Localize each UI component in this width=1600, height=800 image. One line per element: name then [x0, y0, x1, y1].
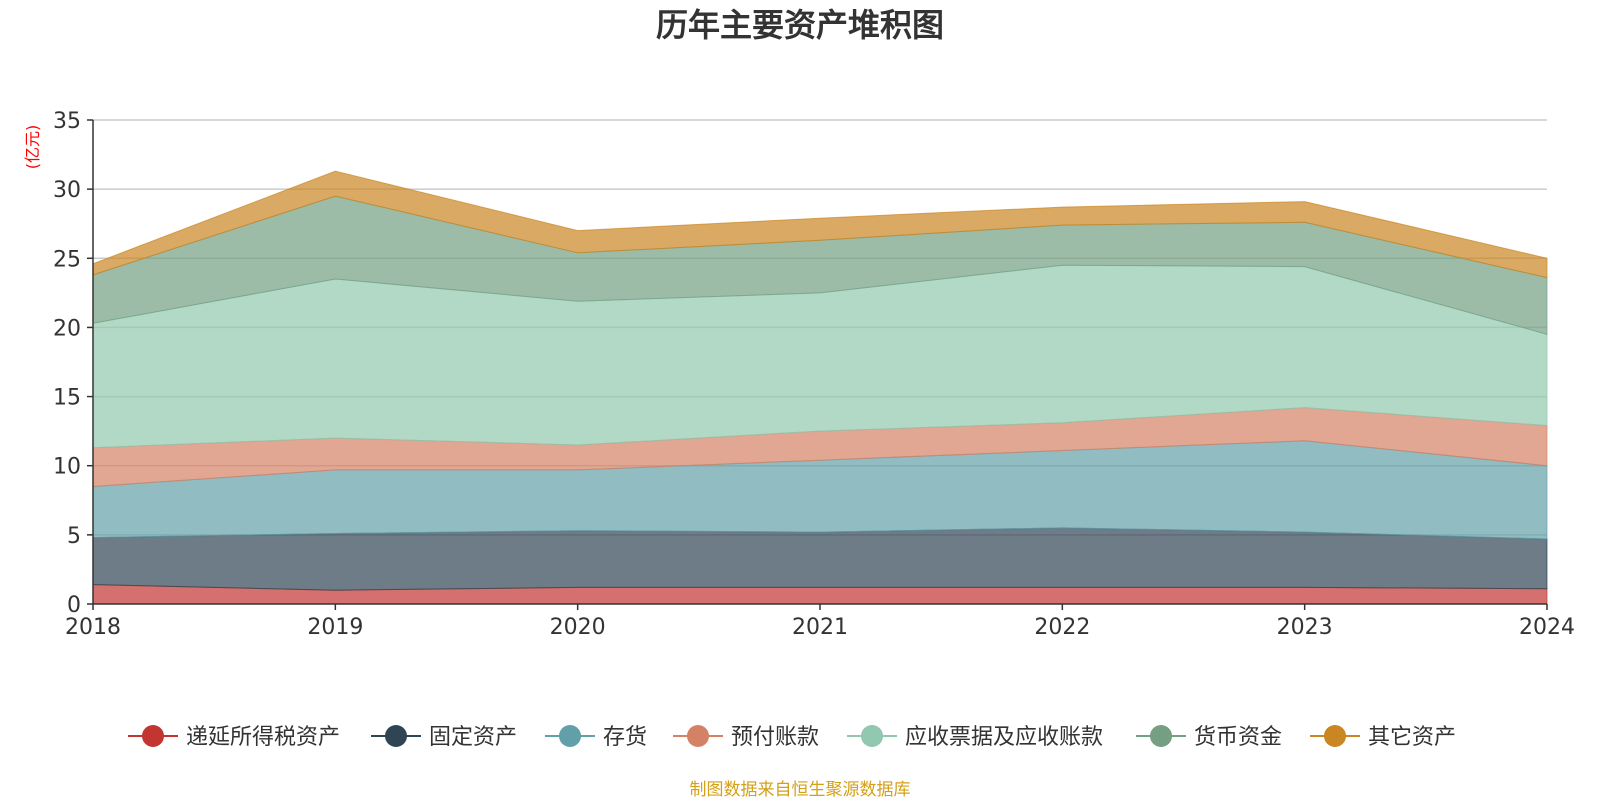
chart-title: 历年主要资产堆积图 — [656, 6, 944, 44]
legend-circle-marker — [861, 725, 883, 747]
x-tick-label: 2019 — [307, 615, 363, 640]
legend-item-6[interactable]: 其它资产 — [1310, 725, 1456, 750]
legend-label: 固定资产 — [429, 725, 517, 750]
area-series-1 — [92, 527, 1548, 591]
y-tick-label: 30 — [53, 178, 81, 203]
y-tick-label: 15 — [53, 386, 81, 411]
legend-circle-marker — [1150, 725, 1172, 747]
y-tick-label: 20 — [53, 316, 81, 341]
legend-circle-marker — [142, 725, 164, 747]
legend-item-1[interactable]: 固定资产 — [371, 725, 517, 750]
legend-item-0[interactable]: 递延所得税资产 — [128, 725, 340, 750]
legend-item-2[interactable]: 存货 — [545, 725, 647, 750]
legend-circle-marker — [687, 725, 709, 747]
y-tick-label: 10 — [53, 455, 81, 480]
x-tick-label: 2024 — [1519, 615, 1575, 640]
legend: 递延所得税资产 固定资产 存货 预付账款 应收票据及应收账款 货币资金 其它资产 — [128, 725, 1456, 750]
x-tick-label: 2018 — [65, 615, 121, 640]
y-tick-label: 25 — [53, 247, 81, 272]
legend-label: 货币资金 — [1194, 725, 1282, 750]
y-tick-label: 35 — [53, 109, 81, 134]
y-tick-label: 0 — [67, 593, 81, 618]
legend-label: 存货 — [603, 725, 647, 750]
source-note: 制图数据来自恒生聚源数据库 — [690, 780, 911, 800]
area-series-group — [92, 170, 1548, 605]
y-axis-unit-label: (亿元) — [23, 125, 42, 170]
x-tick-label: 2021 — [792, 615, 848, 640]
legend-item-3[interactable]: 预付账款 — [673, 725, 819, 750]
axes: 0 5 10 15 20 25 30 35 2018 2019 2020 2021 2022 2023 20… — [53, 109, 1575, 640]
legend-label: 应收票据及应收账款 — [905, 725, 1103, 750]
area-series-6 — [92, 170, 1548, 279]
y-tick-label: 5 — [67, 524, 81, 549]
legend-circle-marker — [1324, 725, 1346, 747]
legend-circle-marker — [559, 725, 581, 747]
legend-item-4[interactable]: 应收票据及应收账款 — [847, 725, 1103, 750]
legend-label: 其它资产 — [1368, 725, 1456, 750]
x-tick-label: 2022 — [1034, 615, 1090, 640]
x-tick-label: 2020 — [550, 615, 606, 640]
legend-label: 预付账款 — [731, 725, 819, 750]
legend-label: 递延所得税资产 — [186, 725, 340, 750]
legend-circle-marker — [385, 725, 407, 747]
legend-item-5[interactable]: 货币资金 — [1136, 725, 1282, 750]
x-tick-label: 2023 — [1277, 615, 1333, 640]
